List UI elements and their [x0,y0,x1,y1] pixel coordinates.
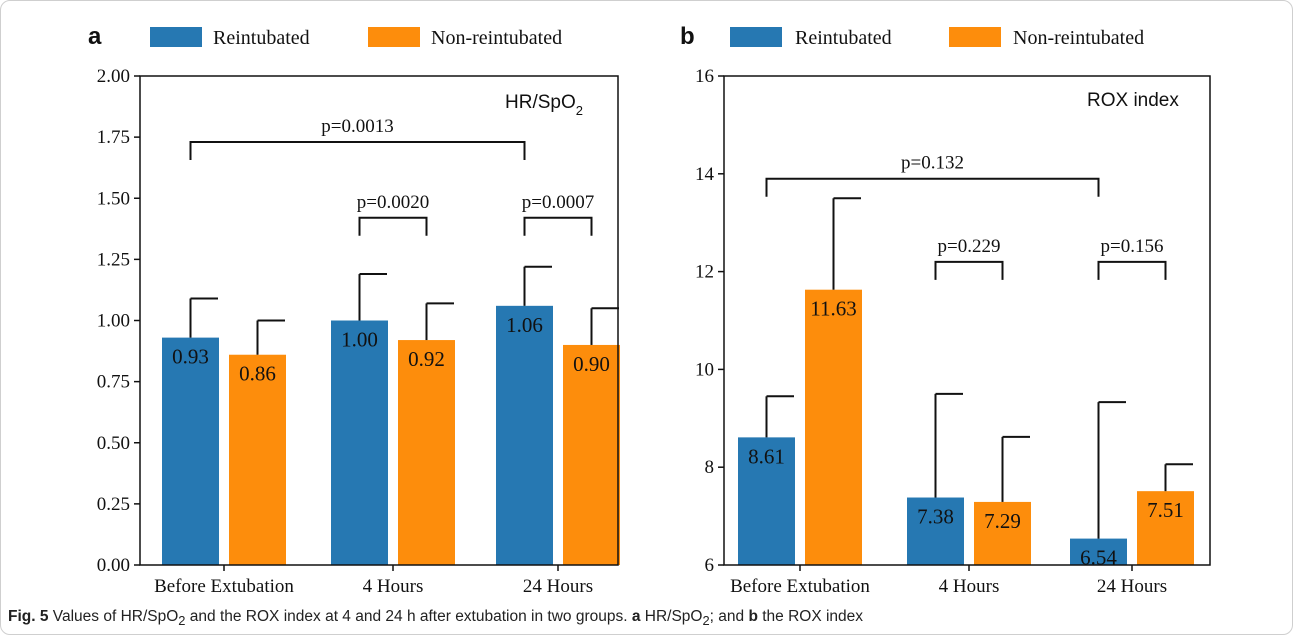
x-tick-label-a-1: 4 Hours [363,576,424,597]
legend-a-reintubated-label: Reintubated [213,27,310,49]
y-tick-label-a-8: 2.00 [97,66,130,87]
data-label-b-s0-2: 6.54 [1080,546,1117,570]
data-label-a-s1-0: 0.86 [239,362,276,386]
caption-bold-a: a [631,608,641,625]
sig-bracket-b-1 [934,260,1004,280]
data-label-b-s1-0: 11.63 [810,297,856,321]
panel-a-letter: a [88,23,102,50]
x-tick-label-a-0: Before Extubation [154,576,294,597]
sig-bracket-a-0 [189,141,526,161]
y-tick-label-a-5: 1.25 [97,249,130,270]
figure-caption: Fig. 5 Values of HR/SpO2 and the ROX ind… [8,608,1283,632]
x-tick-label-b-2: 24 Hours [1097,576,1167,597]
p-value-a-0: p=0.0013 [321,116,393,137]
caption-text: ; and [709,608,749,625]
x-tick-label-b-0: Before Extubation [730,576,870,597]
caption-sub: 2 [702,613,710,629]
y-tick-label-a-1: 0.25 [97,494,130,515]
data-label-b-s1-1: 7.29 [984,509,1021,533]
sig-bracket-a-2 [523,216,593,236]
plot-a: 0.93 1.00 1.06 0.86 0.92 0.90 0.00 0.25 0.50 0.75… [97,66,620,597]
panel-b-annotation: ROX index [1087,90,1179,111]
legend-b-nonreintubated-swatch [949,27,1001,47]
sig-bracket-a-1 [358,216,428,236]
caption-fig-label: Fig. 5 [8,608,49,625]
y-tick-label-b-3: 12 [695,262,714,283]
bar-b-s1-2 [1137,491,1194,565]
bar-b-s0-0 [738,437,795,565]
p-value-a-1: p=0.0020 [357,192,429,213]
y-tick-label-b-5: 16 [695,66,714,87]
data-label-a-s0-2: 1.06 [506,313,543,337]
panel-a-annotation: HR/SpO2 [505,92,583,118]
bar-b-s1-1 [974,501,1031,565]
sig-bracket-b-0 [765,177,1100,197]
data-label-b-s1-2: 7.51 [1147,498,1184,522]
legend-a-nonreintubated-label: Non-reintubated [431,27,562,49]
bar-a-s0-1 [331,320,388,565]
legend-b-reintubated-swatch [730,27,782,47]
chart-area: a Reintubated Non-reintubated HR/SpO2 b … [88,23,1211,597]
caption-text: HR/SpO [640,608,703,625]
legend-b-nonreintubated-label: Non-reintubated [1013,27,1144,49]
p-value-b-1: p=0.229 [938,236,1001,257]
bar-a-s1-0 [229,354,286,565]
caption-sub: 2 [178,613,186,629]
caption-bold-b: b [748,608,758,625]
y-tick-label-b-4: 14 [695,164,715,185]
bar-b-s0-1 [907,497,964,565]
plot-b: 8.61 7.38 6.54 11.63 7.29 7.51 6 8 10 12 14 16 Befor… [695,66,1211,597]
bar-b-s0-2 [1070,538,1127,565]
y-tick-label-a-7: 1.75 [97,127,130,148]
panel-b-letter: b [680,23,695,50]
bar-b-s1-0 [805,289,862,565]
y-tick-label-a-3: 0.75 [97,372,130,393]
x-tick-label-a-2: 24 Hours [523,576,593,597]
data-label-a-s1-2: 0.90 [573,352,610,376]
data-label-a-s1-1: 0.92 [408,347,445,371]
legend-a-reintubated-swatch [150,27,202,47]
y-tick-label-b-2: 10 [695,359,714,380]
bar-a-s0-2 [496,305,553,565]
panel-b: b Reintubated Non-reintubated ROX index [680,23,1179,111]
bar-a-s1-2 [563,344,620,565]
caption-text: the ROX index [757,608,864,625]
caption-text: and the ROX index at 4 and 24 h after ex… [185,608,632,625]
bar-a-s1-1 [398,340,455,565]
data-label-b-s0-0: 8.61 [748,444,785,468]
y-tick-label-b-1: 8 [705,457,715,478]
data-label-a-s0-0: 0.93 [172,345,209,369]
axes-frame-b [723,75,1211,566]
p-value-b-2: p=0.156 [1101,236,1164,257]
x-tick-label-b-1: 4 Hours [939,576,1000,597]
p-value-b-0: p=0.132 [901,153,964,174]
y-tick-label-a-2: 0.50 [97,433,130,454]
panel-a: a Reintubated Non-reintubated HR/SpO2 [88,23,583,118]
data-label-a-s0-1: 1.00 [341,328,378,352]
y-tick-label-a-4: 1.00 [97,311,130,332]
p-value-a-2: p=0.0007 [522,192,594,213]
bar-a-s0-0 [162,337,219,565]
y-tick-label-a-6: 1.50 [97,188,130,209]
sig-bracket-b-2 [1097,260,1167,280]
legend-a-nonreintubated-swatch [368,27,420,47]
data-label-b-s0-1: 7.38 [917,505,954,529]
legend-b-reintubated-label: Reintubated [795,27,892,49]
caption-text: Values of HR/SpO [48,608,179,625]
y-tick-label-b-0: 6 [705,555,715,576]
y-tick-label-a-0: 0.00 [97,555,130,576]
